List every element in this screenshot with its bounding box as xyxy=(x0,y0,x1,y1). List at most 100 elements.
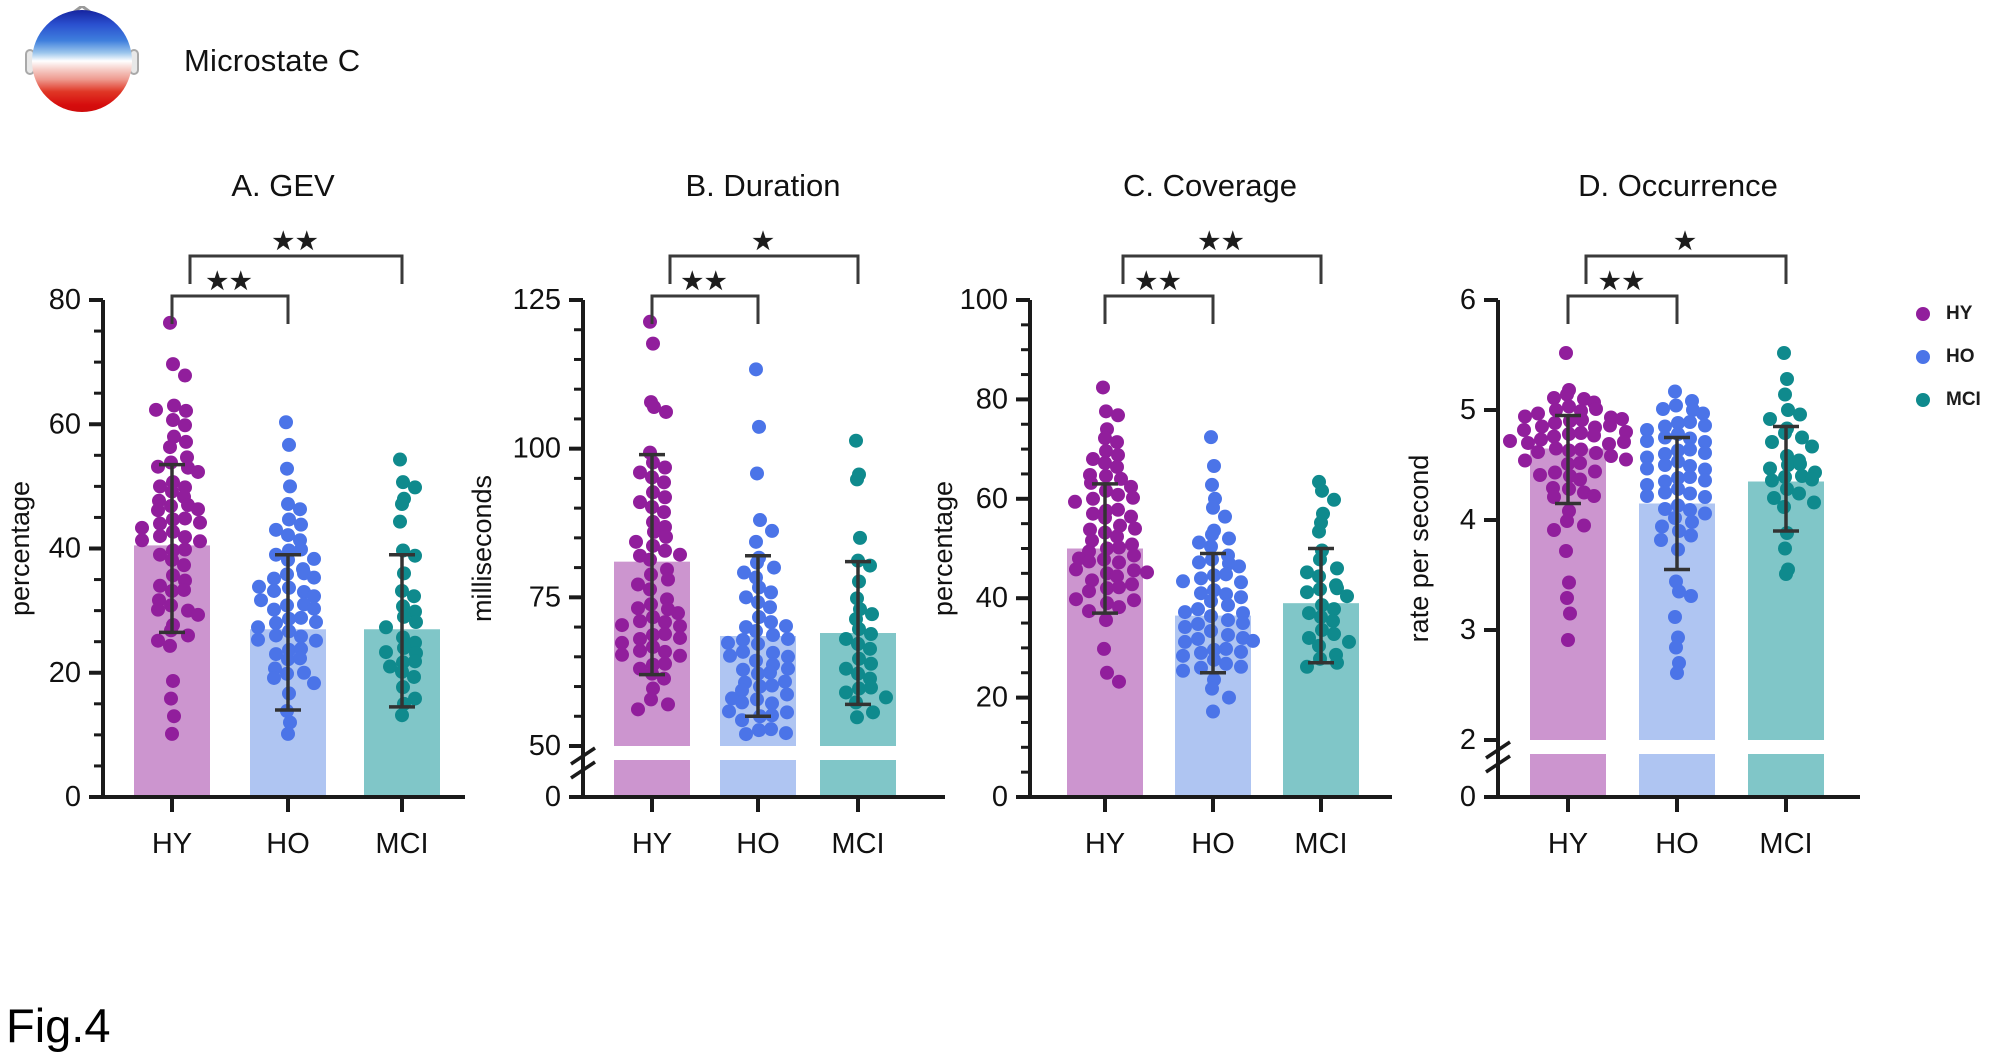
data-point-hy xyxy=(633,631,647,646)
data-point-hy xyxy=(163,440,177,455)
data-point-ho xyxy=(1204,623,1218,638)
data-point-hy xyxy=(1547,490,1561,504)
bar-stub-mci xyxy=(820,760,896,795)
data-point-hy xyxy=(671,606,685,621)
data-point-hy xyxy=(1099,613,1113,628)
significance-stars: ★ xyxy=(752,228,776,255)
data-point-ho xyxy=(309,615,323,630)
figure-label: Fig.4 xyxy=(6,999,111,1052)
data-point-mci xyxy=(1778,541,1792,556)
data-point-mci xyxy=(383,659,397,674)
y-axis-title: milliseconds xyxy=(467,475,497,622)
microstate-title: Microstate C xyxy=(184,43,361,78)
data-point-ho xyxy=(766,628,780,643)
significance-bracket xyxy=(1566,294,1679,324)
data-point-hy xyxy=(658,656,672,671)
data-point-ho xyxy=(252,579,266,594)
data-point-ho xyxy=(307,570,321,585)
data-point-hy xyxy=(178,542,192,557)
data-point-ho xyxy=(282,437,296,452)
y-tick-label: 20 xyxy=(976,682,1008,714)
data-point-mci xyxy=(1763,461,1777,476)
data-point-hy xyxy=(1127,593,1141,608)
data-point-hy xyxy=(1086,506,1100,521)
data-point-hy xyxy=(166,673,180,688)
data-point-mci xyxy=(1767,491,1781,505)
y-tick-label: 100 xyxy=(513,433,561,465)
y-tick-label: 0 xyxy=(992,781,1008,813)
data-point-hy xyxy=(178,530,192,545)
data-point-hy xyxy=(1573,472,1587,487)
data-point-ho xyxy=(1668,610,1682,624)
data-point-mci xyxy=(408,691,422,706)
data-point-mci xyxy=(1330,561,1344,576)
data-point-hy xyxy=(1112,580,1126,595)
data-point-hy xyxy=(1100,596,1114,611)
data-point-hy xyxy=(1096,380,1110,395)
data-point-hy xyxy=(1113,518,1127,533)
data-point-mci xyxy=(1300,585,1314,600)
data-point-ho xyxy=(752,419,766,434)
data-point-mci xyxy=(1781,458,1795,472)
panel-title: C. Coverage xyxy=(1123,168,1297,203)
x-group-label-hy: HY xyxy=(632,828,672,860)
data-point-ho xyxy=(749,534,763,549)
data-point-ho xyxy=(1640,461,1654,476)
data-point-hy xyxy=(1082,584,1096,599)
data-point-hy xyxy=(164,691,178,706)
data-point-ho xyxy=(251,620,265,635)
data-point-hy xyxy=(1082,604,1096,619)
axis-break-slash xyxy=(570,760,596,780)
data-point-ho xyxy=(267,602,281,617)
legend-item-ho: HO xyxy=(1916,346,1981,368)
y-tick-label: 2 xyxy=(1460,724,1476,756)
legend-item-hy: HY xyxy=(1916,303,1981,325)
data-point-hy xyxy=(1085,533,1099,548)
data-point-hy xyxy=(153,578,167,593)
significance-stars: ★★ xyxy=(272,228,319,255)
data-point-ho xyxy=(736,644,750,659)
data-point-hy xyxy=(658,644,672,659)
data-point-ho xyxy=(1221,613,1235,628)
y-tick-label: 50 xyxy=(529,730,561,762)
data-point-hy xyxy=(1619,452,1633,467)
data-point-mci xyxy=(1312,524,1326,539)
legend-dot-icon xyxy=(1916,350,1930,364)
x-group-label-hy: HY xyxy=(1548,828,1588,860)
data-point-ho xyxy=(779,726,793,741)
data-point-hy xyxy=(1125,537,1139,552)
data-point-hy xyxy=(1559,544,1573,558)
data-point-hy xyxy=(1533,468,1547,482)
data-point-ho xyxy=(1655,519,1669,534)
data-point-ho xyxy=(1658,447,1672,461)
data-point-ho xyxy=(1669,640,1683,655)
data-point-hy xyxy=(177,558,191,573)
data-point-mci xyxy=(379,645,393,660)
data-point-hy xyxy=(1560,387,1574,402)
data-point-ho xyxy=(1640,489,1654,503)
data-point-hy xyxy=(151,503,165,518)
data-point-ho xyxy=(753,679,767,694)
data-point-mci xyxy=(397,640,411,655)
data-point-ho xyxy=(1234,590,1248,605)
data-point-hy xyxy=(177,582,191,597)
data-point-hy xyxy=(646,681,660,696)
data-point-mci xyxy=(1330,581,1344,596)
data-point-hy xyxy=(1602,437,1616,451)
data-point-hy xyxy=(658,460,672,475)
data-point-ho xyxy=(778,674,792,689)
data-point-hy xyxy=(661,572,675,587)
data-point-hy xyxy=(643,314,657,329)
data-point-mci xyxy=(1300,565,1314,580)
data-point-hy xyxy=(1128,521,1142,536)
data-point-hy xyxy=(1112,674,1126,689)
data-point-hy xyxy=(1086,491,1100,506)
data-point-mci xyxy=(850,710,864,725)
panel-d: D. Occurrence rate per second 2 3 4 5 6 0 HY HO MC… xyxy=(1404,168,1860,860)
data-point-ho xyxy=(1658,474,1672,489)
y-axis-title: percentage xyxy=(928,481,958,616)
data-point-ho xyxy=(781,649,795,664)
data-point-hy xyxy=(1111,408,1125,423)
data-point-ho xyxy=(722,704,736,719)
